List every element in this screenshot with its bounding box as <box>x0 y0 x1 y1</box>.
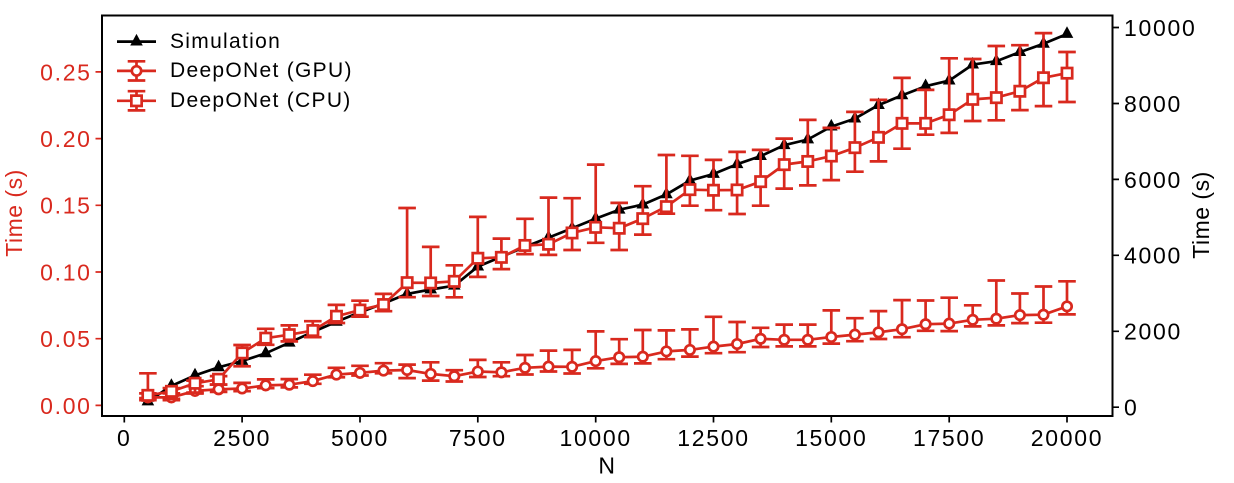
svg-text:6000: 6000 <box>1124 167 1182 193</box>
svg-text:0.10: 0.10 <box>40 259 92 285</box>
svg-text:8000: 8000 <box>1124 91 1182 117</box>
svg-text:2000: 2000 <box>1124 319 1182 345</box>
svg-text:0: 0 <box>117 425 132 451</box>
svg-text:Simulation: Simulation <box>170 30 281 53</box>
svg-text:2500: 2500 <box>213 425 271 451</box>
svg-text:DeepONet (GPU): DeepONet (GPU) <box>170 59 353 82</box>
svg-text:Time (s): Time (s) <box>1 169 27 256</box>
svg-text:4000: 4000 <box>1124 243 1182 269</box>
svg-text:7500: 7500 <box>449 425 507 451</box>
svg-text:0.00: 0.00 <box>40 393 92 419</box>
svg-text:DeepONet (CPU): DeepONet (CPU) <box>170 89 352 112</box>
svg-text:12500: 12500 <box>677 425 749 451</box>
svg-text:10000: 10000 <box>1124 15 1196 41</box>
svg-text:0: 0 <box>1124 395 1139 421</box>
svg-text:0.20: 0.20 <box>40 126 92 152</box>
svg-text:10000: 10000 <box>559 425 631 451</box>
svg-text:Time (s): Time (s) <box>1188 171 1214 258</box>
svg-text:0.05: 0.05 <box>40 326 92 352</box>
svg-text:0.15: 0.15 <box>40 193 92 219</box>
svg-text:5000: 5000 <box>331 425 389 451</box>
svg-text:20000: 20000 <box>1031 425 1103 451</box>
svg-text:N: N <box>598 453 616 479</box>
svg-text:0.25: 0.25 <box>40 59 92 85</box>
svg-text:15000: 15000 <box>795 425 867 451</box>
svg-text:17500: 17500 <box>913 425 985 451</box>
